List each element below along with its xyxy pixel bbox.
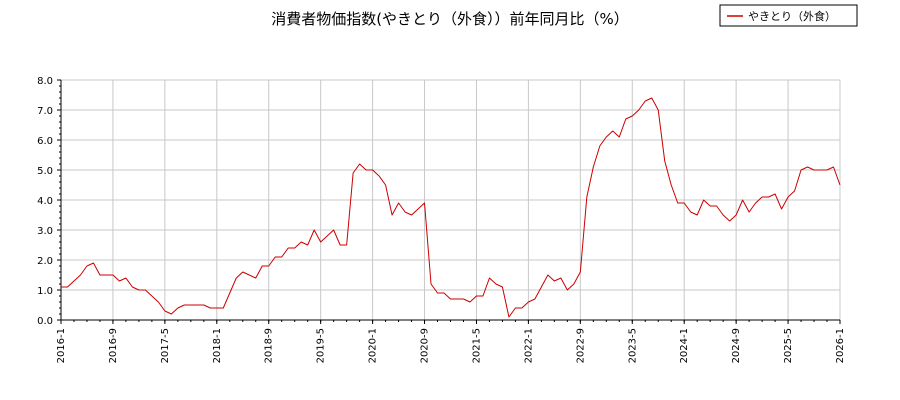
y-tick-label: 0.0 [37,316,53,327]
y-tick-label: 8.0 [37,76,53,87]
x-tick-label: 2024-1 [679,328,690,363]
x-tick-label: 2016-1 [56,328,67,363]
legend: やきとり（外食） [719,4,858,27]
x-tick-label: 2017-5 [160,328,171,363]
y-tick-label: 3.0 [37,226,53,237]
x-tick-label: 2022-1 [523,328,534,363]
chart-title: 消費者物価指数(やきとり（外食））前年同月比（%） [271,10,629,28]
axes: 0.0 1.0 2.0 3.0 4.0 5.0 6.0 7.0 8.0 2016-1 2016-9 2… [37,76,846,363]
x-tick-label: 2018-1 [212,328,223,363]
x-tick-label: 2026-1 [835,328,846,363]
x-tick-label: 2020-1 [368,328,379,363]
x-tick-label: 2020-9 [420,328,431,363]
x-tick-label: 2021-5 [471,328,482,363]
x-tick-label: 2022-9 [575,328,586,363]
x-tick-label: 2018-9 [264,328,275,363]
y-tick-label: 6.0 [37,136,53,147]
series-line-yakitori [61,97,841,318]
y-tick-label: 5.0 [37,166,53,177]
series-layer [60,97,841,318]
x-tick-label: 2024-9 [731,328,742,363]
legend-box [719,4,858,27]
x-tick-label: 2023-5 [627,328,638,363]
x-tick-label: 2019-5 [316,328,327,363]
grid-lines [60,79,841,321]
x-tick-label: 2016-9 [108,328,119,363]
y-tick-label: 7.0 [37,106,53,117]
y-tick-label: 1.0 [37,286,53,297]
x-tick-label: 2025-5 [783,328,794,363]
y-tick-label: 2.0 [37,256,53,267]
legend-label: やきとり（外食） [748,9,836,23]
y-tick-label: 4.0 [37,196,53,207]
